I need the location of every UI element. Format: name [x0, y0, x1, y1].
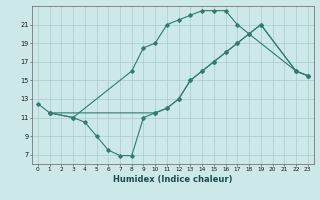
X-axis label: Humidex (Indice chaleur): Humidex (Indice chaleur) — [113, 175, 233, 184]
